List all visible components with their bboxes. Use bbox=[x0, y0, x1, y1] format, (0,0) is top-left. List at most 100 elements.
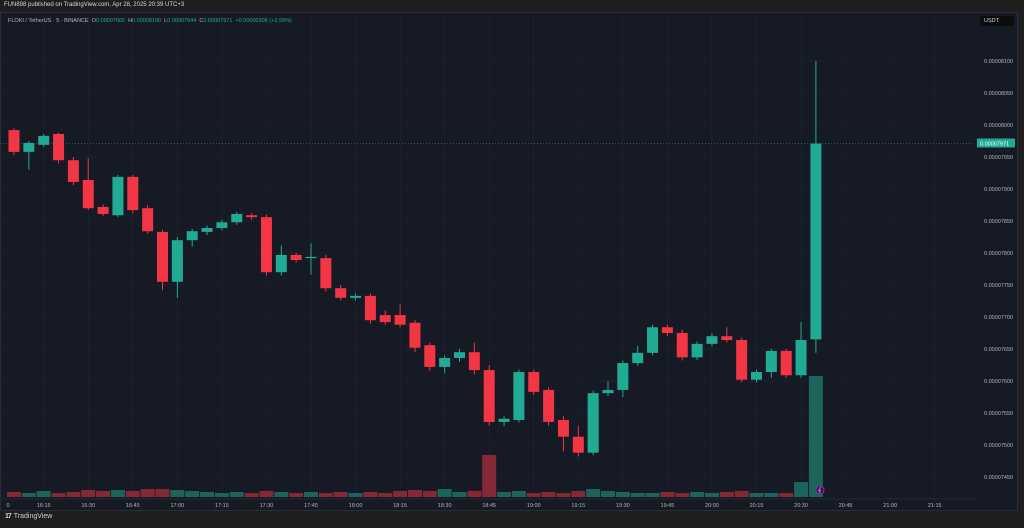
volume-bar bbox=[289, 493, 304, 497]
tradingview-logo-icon: 17 bbox=[5, 513, 12, 520]
candle-down bbox=[67, 160, 79, 182]
price-tick-label: 0.00007850 bbox=[984, 219, 1013, 225]
volume-bar bbox=[586, 489, 601, 497]
candle-up bbox=[617, 363, 629, 390]
low-value: 0.00007644 bbox=[167, 18, 197, 24]
time-tick-label: 18:30 bbox=[438, 503, 452, 509]
volume-bar bbox=[96, 491, 111, 497]
candle-down bbox=[721, 336, 733, 341]
volume-bar bbox=[734, 491, 749, 497]
candle-up bbox=[795, 340, 807, 376]
volume-bar bbox=[630, 493, 645, 497]
candle-down bbox=[543, 389, 555, 422]
symbol-title: FLOKI / TetherUS · 5 · BINANCE bbox=[8, 18, 89, 24]
volume-bar bbox=[21, 493, 36, 497]
candle-down bbox=[424, 345, 436, 367]
candle-up bbox=[647, 327, 659, 353]
volume-bar bbox=[452, 492, 467, 497]
candle-down bbox=[142, 208, 154, 232]
candle-up bbox=[231, 213, 243, 223]
close-value: 0.00007971 bbox=[203, 18, 233, 24]
volume-bar bbox=[645, 493, 660, 497]
volume-bar bbox=[229, 492, 244, 497]
brand-label: TradingView bbox=[13, 513, 53, 520]
candle-up bbox=[602, 389, 614, 394]
time-tick-label: 20:45 bbox=[839, 503, 853, 509]
volume-bar bbox=[482, 455, 497, 497]
candle-up bbox=[305, 256, 317, 259]
volume-bar bbox=[274, 492, 289, 497]
open-label: O bbox=[91, 18, 96, 24]
time-tick-label: 19:45 bbox=[661, 503, 675, 509]
candle-up bbox=[201, 228, 213, 232]
volume-bar bbox=[601, 491, 615, 497]
volume-bar bbox=[541, 492, 556, 497]
candle-up bbox=[112, 176, 124, 216]
last-price-badge bbox=[977, 138, 1015, 148]
volume-bar bbox=[511, 491, 526, 497]
candle-up bbox=[439, 357, 451, 367]
volume-bar bbox=[422, 491, 437, 497]
time-tick-label: 20:30 bbox=[794, 503, 808, 509]
candle-up bbox=[350, 295, 362, 298]
volume-bar bbox=[244, 493, 259, 497]
volume-bar bbox=[556, 493, 571, 497]
time-tick-label: 19:15 bbox=[571, 503, 585, 509]
candle-down bbox=[557, 420, 569, 437]
volume-bar bbox=[660, 492, 675, 497]
candle-down bbox=[82, 180, 94, 209]
time-tick-label: 18:00 bbox=[349, 503, 363, 509]
candle-up bbox=[498, 418, 510, 422]
low-label: L bbox=[164, 18, 168, 24]
candle-down bbox=[320, 258, 332, 289]
volume-bar bbox=[794, 482, 809, 497]
price-tick-label: 0.00007450 bbox=[984, 475, 1013, 481]
candle-up bbox=[454, 352, 465, 358]
candle-down bbox=[290, 254, 302, 261]
currency-button[interactable]: USDT bbox=[980, 16, 1014, 26]
candle-up bbox=[751, 372, 762, 380]
volume-bar bbox=[110, 490, 125, 497]
candle-up bbox=[38, 135, 50, 145]
time-tick-label: 16:15 bbox=[37, 503, 51, 509]
candle-up bbox=[587, 393, 599, 453]
volume-bar bbox=[155, 489, 170, 497]
volume-bar bbox=[497, 492, 512, 497]
candle-down bbox=[409, 322, 421, 348]
volume-bar bbox=[7, 492, 21, 497]
time-tick-label: 0 bbox=[6, 503, 9, 509]
volume-bar bbox=[690, 492, 705, 497]
volume-bar bbox=[51, 493, 66, 497]
time-tick-label: 18:45 bbox=[482, 503, 496, 509]
volume-bar bbox=[437, 489, 452, 497]
volume-bar bbox=[66, 492, 81, 497]
price-tick-label: 0.00007650 bbox=[984, 347, 1013, 353]
event-marker-icon bbox=[815, 485, 825, 495]
volume-bar bbox=[200, 492, 215, 497]
close-label: C bbox=[199, 18, 204, 24]
volume-bar bbox=[259, 491, 274, 497]
price-tick-label: 0.00007900 bbox=[984, 187, 1013, 193]
chart-panel[interactable] bbox=[0, 12, 1018, 511]
candle-up bbox=[171, 240, 183, 282]
time-tick-label: 21:00 bbox=[883, 503, 897, 509]
volume-bar bbox=[526, 493, 541, 497]
volume-bar bbox=[675, 493, 690, 497]
volume-bar bbox=[81, 490, 96, 497]
candle-down bbox=[157, 231, 168, 282]
time-tick-label: 21:15 bbox=[928, 503, 942, 509]
time-tick-label: 17:00 bbox=[170, 503, 184, 509]
volume-bar bbox=[467, 491, 482, 497]
volume-bar bbox=[140, 489, 155, 497]
volume-bar bbox=[304, 492, 318, 497]
change-value: +0.00000306 (+3.99%) bbox=[235, 18, 292, 24]
candle-down bbox=[394, 315, 406, 325]
candle-down bbox=[127, 176, 139, 211]
volume-bar bbox=[318, 493, 333, 497]
price-tick-label: 0.00007500 bbox=[984, 443, 1013, 449]
footer: 17 TradingView bbox=[5, 513, 52, 520]
candle-down bbox=[736, 340, 748, 380]
time-tick-label: 17:15 bbox=[215, 503, 229, 509]
high-value: 0.00008100 bbox=[132, 18, 162, 24]
